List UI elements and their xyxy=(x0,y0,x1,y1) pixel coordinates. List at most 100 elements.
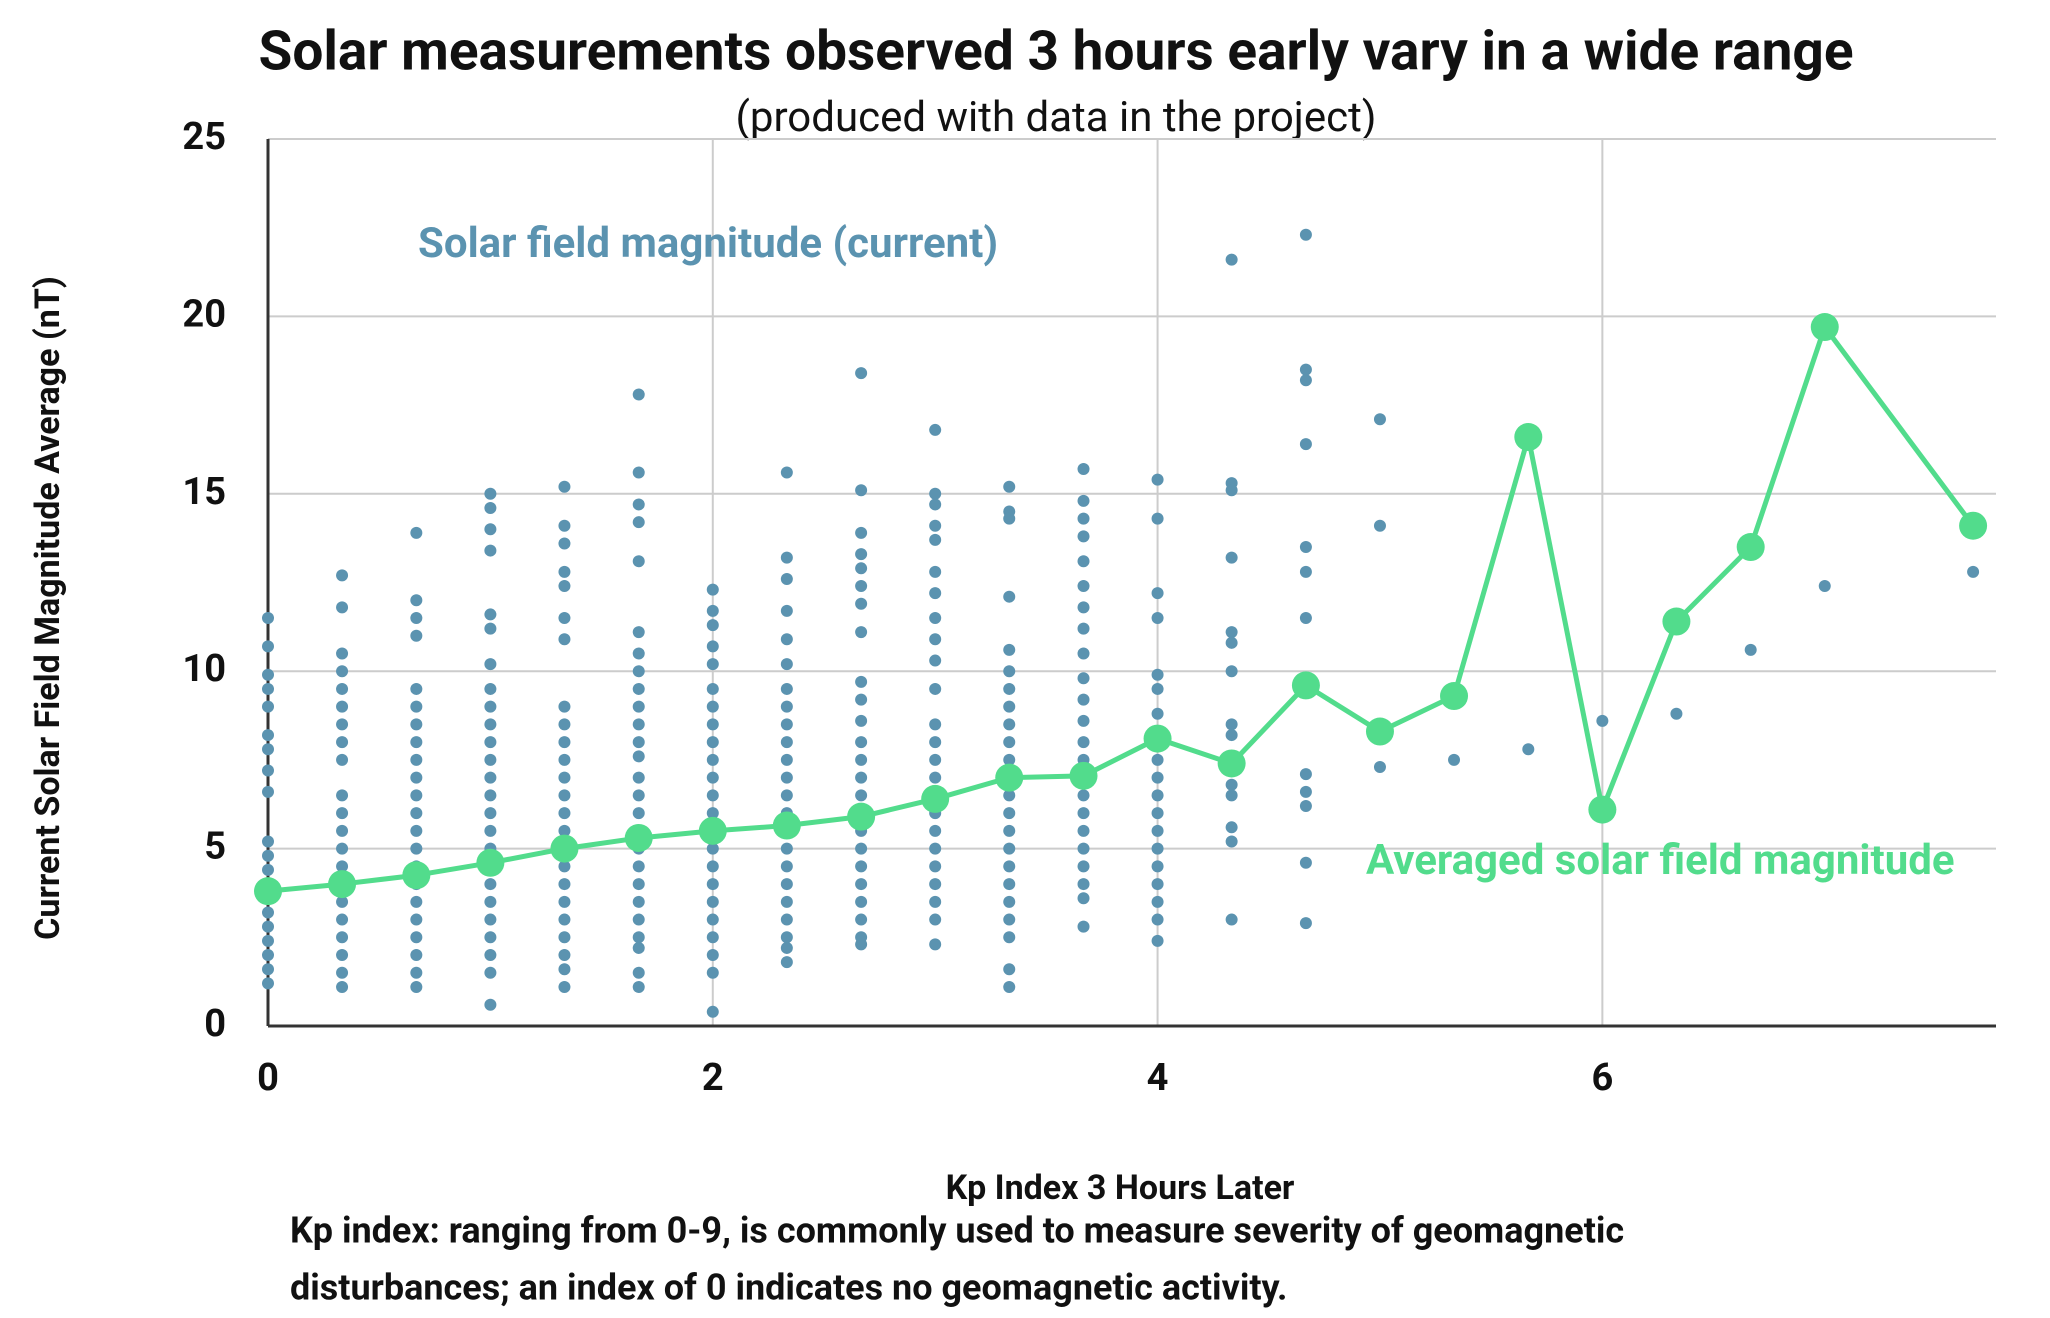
average-point xyxy=(402,861,431,890)
scatter-point xyxy=(706,878,719,891)
scatter-point xyxy=(1003,913,1016,926)
scatter-point xyxy=(929,519,942,532)
scatter-point xyxy=(780,941,793,954)
scatter-point xyxy=(855,938,868,951)
average-line xyxy=(267,324,1976,894)
scatter-point xyxy=(632,626,645,639)
series-label: Solar field magnitude (current) xyxy=(418,219,998,268)
scatter-point xyxy=(706,700,719,713)
scatter-point xyxy=(632,700,645,713)
scatter-point xyxy=(1151,707,1164,720)
scatter-point xyxy=(484,895,497,908)
scatter-point xyxy=(484,523,497,536)
y-axis-label: Current Solar Field Magnitude Average (n… xyxy=(28,276,68,940)
scatter-point xyxy=(780,895,793,908)
average-point xyxy=(772,811,801,840)
scatter-point xyxy=(855,913,868,926)
scatter-point xyxy=(1225,729,1238,742)
scatter-point xyxy=(336,807,349,820)
scatter-point xyxy=(855,736,868,749)
scatter-point xyxy=(1077,601,1090,614)
chart-subtitle: (produced with data in the project) xyxy=(736,93,1377,142)
scatter-point xyxy=(1077,714,1090,727)
scatter-point xyxy=(484,789,497,802)
scatter-point xyxy=(410,807,423,820)
note: Kp index: ranging from 0-9, is commonly … xyxy=(290,1210,1624,1252)
scatter-point xyxy=(632,966,645,979)
scatter-point xyxy=(780,551,793,564)
scatter-point xyxy=(558,895,571,908)
average-point xyxy=(476,848,505,877)
scatter-point xyxy=(780,913,793,926)
scatter-point xyxy=(1373,519,1386,532)
scatter-point xyxy=(1225,253,1238,266)
scatter-point xyxy=(1003,980,1016,993)
scatter-point xyxy=(1373,413,1386,426)
average-point xyxy=(1514,423,1543,452)
scatter-point xyxy=(1225,626,1238,639)
scatter-point xyxy=(410,789,423,802)
scatter-point xyxy=(558,789,571,802)
scatter-point xyxy=(558,519,571,532)
average-point xyxy=(921,784,950,813)
scatter-point xyxy=(262,729,274,742)
scatter-point xyxy=(1077,789,1090,802)
scatter-point xyxy=(855,484,868,497)
scatter-point xyxy=(706,753,719,766)
scatter-point xyxy=(1151,934,1164,947)
scatter-point xyxy=(558,931,571,944)
scatter-point xyxy=(706,619,719,632)
scatter-point xyxy=(336,980,349,993)
scatter-point xyxy=(262,906,274,919)
scatter-point xyxy=(336,569,349,582)
average-point xyxy=(1588,795,1617,824)
average-point xyxy=(1736,533,1765,562)
scatter-point xyxy=(410,980,423,993)
scatter-point xyxy=(262,920,274,933)
scatter-point xyxy=(1225,636,1238,649)
scatter-point xyxy=(1225,835,1238,848)
scatter-point xyxy=(780,860,793,873)
scatter-point xyxy=(706,640,719,653)
scatter-point xyxy=(484,501,497,514)
scatter-point xyxy=(632,807,645,820)
scatter-point xyxy=(1225,551,1238,564)
scatter-point xyxy=(1003,682,1016,695)
scatter-point xyxy=(1818,580,1831,593)
scatter-point xyxy=(632,665,645,678)
scatter-point xyxy=(410,753,423,766)
average-point xyxy=(995,763,1024,792)
scatter-point xyxy=(706,807,719,820)
average-point xyxy=(254,877,282,906)
scatter-point xyxy=(484,608,497,621)
scatter-point xyxy=(484,700,497,713)
y-tick-label: 15 xyxy=(182,470,226,514)
scatter-point xyxy=(410,700,423,713)
scatter-point xyxy=(706,842,719,855)
average-point xyxy=(1291,671,1320,700)
scatter-point xyxy=(1225,718,1238,731)
scatter-point xyxy=(1003,789,1016,802)
average-point xyxy=(1365,717,1394,746)
scatter-point xyxy=(780,658,793,671)
scatter-point xyxy=(632,789,645,802)
scatter-point xyxy=(929,878,942,891)
scatter-point xyxy=(336,700,349,713)
scatter-point xyxy=(706,966,719,979)
scatter-point xyxy=(1077,878,1090,891)
scatter-point xyxy=(558,580,571,593)
scatter-point xyxy=(336,789,349,802)
scatter-point xyxy=(410,913,423,926)
scatter-point xyxy=(929,682,942,695)
scatter-point xyxy=(632,718,645,731)
scatter-point xyxy=(1151,913,1164,926)
scatter-point xyxy=(780,718,793,731)
scatter-point xyxy=(780,878,793,891)
scatter-point xyxy=(632,388,645,401)
scatter-point xyxy=(262,640,274,653)
scatter-point xyxy=(262,977,274,990)
scatter-point xyxy=(410,736,423,749)
scatter-point xyxy=(484,736,497,749)
scatter-point xyxy=(855,753,868,766)
scatter-point xyxy=(1003,718,1016,731)
